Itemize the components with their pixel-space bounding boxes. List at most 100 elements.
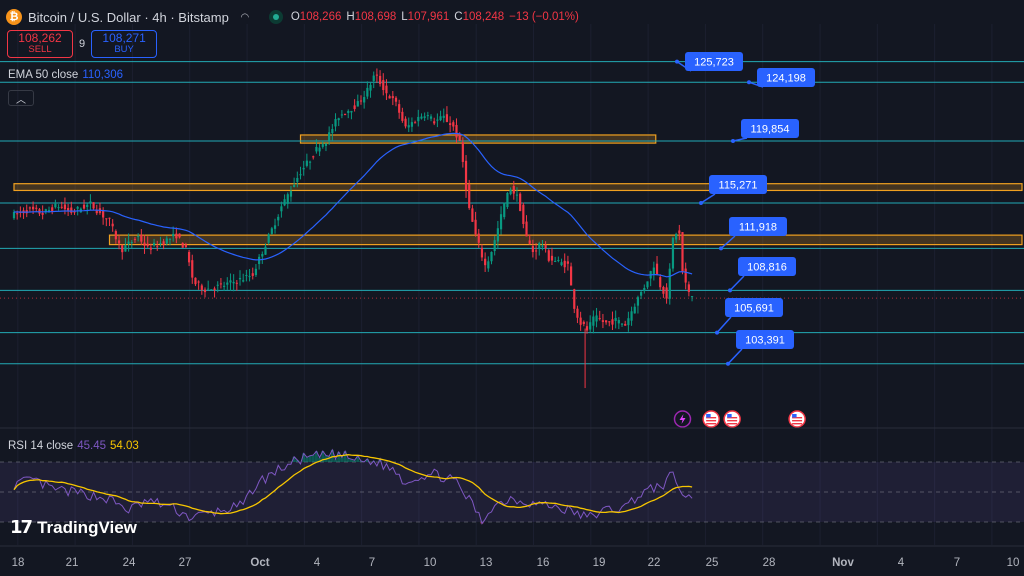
callout-label: 105,691 (734, 303, 774, 315)
candle (538, 243, 541, 249)
candle (350, 110, 353, 113)
candle (585, 326, 589, 331)
x-tick-label: 7 (369, 557, 375, 569)
price-callout[interactable]: 125,723 (675, 52, 743, 72)
candle (315, 146, 318, 152)
callout-anchor (675, 59, 679, 64)
tradingview-logo[interactable]: 17 TradingView (10, 517, 137, 538)
us-flag-icon-ring (702, 410, 720, 428)
candle (630, 311, 633, 321)
x-tick-label: 19 (593, 557, 606, 569)
candle (576, 308, 579, 318)
candle (366, 87, 369, 97)
bitcoin-icon[interactable]: ₿ (6, 9, 22, 25)
candle (636, 297, 640, 306)
price-callout[interactable]: 124,198 (747, 68, 815, 88)
eye-icon[interactable]: ◠ (240, 11, 250, 23)
rsi-pane (0, 427, 1024, 525)
callout-box (757, 68, 815, 87)
candle (95, 209, 98, 214)
rsi-line (13, 448, 693, 525)
candle (614, 317, 617, 321)
candle (178, 233, 181, 238)
candle (506, 192, 509, 208)
buy-button[interactable]: 108,271 BUY (91, 30, 158, 58)
candle (76, 206, 79, 209)
callout-anchor (715, 330, 719, 335)
x-tick-label: 22 (648, 557, 661, 569)
candle (671, 237, 675, 269)
sell-button[interactable]: 108,262 SELL (7, 30, 73, 58)
price-callout[interactable]: 115,271 (699, 175, 767, 206)
us-flag-icon[interactable] (702, 410, 720, 428)
candle (168, 238, 172, 240)
us-flag-icon[interactable] (788, 410, 806, 428)
candle (302, 167, 305, 170)
price-callout[interactable]: 111,918 (719, 217, 787, 251)
candle (273, 225, 277, 229)
candle (464, 160, 468, 190)
candle (235, 282, 238, 284)
rsi-legend[interactable]: RSI 14 close 45.45 54.03 (8, 440, 139, 452)
candle (130, 242, 133, 244)
callout-box (736, 330, 794, 349)
ema-legend[interactable]: EMA 50 close 110,306 (8, 69, 124, 81)
price-callout[interactable]: 105,691 (715, 298, 783, 335)
candle (63, 204, 67, 210)
event-markers[interactable] (673, 410, 806, 428)
market-status-icon[interactable] (268, 10, 283, 24)
candle (347, 110, 350, 113)
candle (16, 213, 19, 215)
candle (359, 100, 363, 102)
callout-pointer (729, 275, 745, 291)
candle (563, 260, 566, 268)
callout-box (729, 217, 787, 236)
candle (324, 143, 328, 146)
candle (512, 185, 515, 194)
candle (92, 202, 95, 209)
candle (223, 285, 226, 287)
candle (439, 116, 442, 121)
candle (617, 320, 620, 324)
candle (267, 234, 270, 243)
candle (114, 231, 117, 240)
candle (592, 316, 595, 326)
candle (312, 156, 315, 158)
candle (407, 125, 410, 128)
us-flag-icon-stripe (727, 423, 738, 425)
candle (668, 268, 671, 299)
symbol-title[interactable]: Bitcoin / U.S. Dollar · 4h · Bitstamp (28, 9, 229, 25)
price-callout[interactable]: 119,854 (731, 119, 799, 144)
candle (280, 206, 283, 212)
price-callouts[interactable]: 125,723 124,198 119,854 115,271 111,918 108,8… (675, 52, 815, 366)
candle (436, 119, 439, 121)
us-flag-icon-stripe (727, 417, 738, 419)
candle (162, 241, 165, 245)
candle (417, 116, 420, 122)
candle (321, 144, 324, 147)
price-callout[interactable]: 103,391 (726, 330, 794, 366)
callout-anchor (699, 201, 703, 206)
candle (299, 174, 302, 176)
price-callout[interactable]: 108,816 (728, 257, 796, 293)
candle (293, 185, 296, 187)
candle (525, 221, 528, 237)
candle (251, 273, 254, 276)
x-tick-label: 7 (954, 557, 960, 569)
candle (646, 281, 649, 288)
candle (582, 321, 585, 325)
collapse-legend-button[interactable]: ︿ (8, 90, 34, 106)
callout-anchor (719, 246, 723, 251)
candle (461, 142, 464, 162)
x-tick-label: 18 (12, 557, 25, 569)
us-flag-icon[interactable] (723, 410, 741, 428)
candle (229, 280, 232, 283)
candle (210, 289, 213, 291)
candle (528, 240, 531, 244)
candle (261, 253, 264, 257)
price-levels (0, 61, 1024, 365)
flash-icon[interactable] (673, 410, 692, 428)
candle (519, 193, 522, 211)
candle (468, 184, 471, 209)
